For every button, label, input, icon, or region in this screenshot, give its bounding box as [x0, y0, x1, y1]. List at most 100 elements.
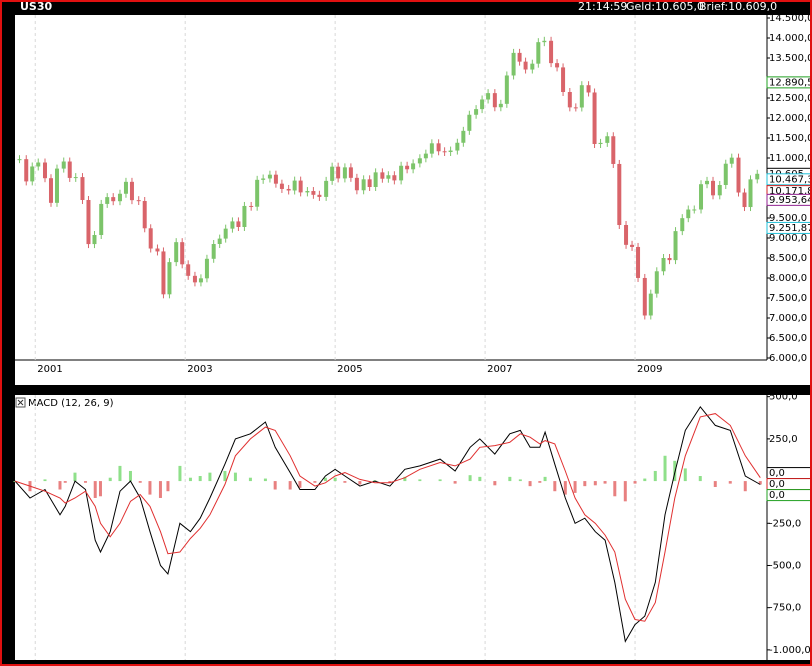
- candle: [17, 159, 22, 161]
- candle: [255, 179, 260, 207]
- candle: [592, 92, 597, 144]
- candle: [417, 158, 422, 164]
- candle: [192, 275, 197, 283]
- histogram-bar: [83, 481, 87, 483]
- candle: [467, 114, 472, 131]
- histogram-bar: [108, 477, 112, 482]
- histogram-bar: [298, 481, 302, 488]
- candle: [342, 167, 347, 179]
- candle: [129, 181, 134, 201]
- candle: [236, 221, 241, 227]
- candle: [567, 92, 572, 108]
- histogram-bar: [208, 472, 212, 482]
- candle: [705, 180, 710, 185]
- candle: [755, 173, 760, 180]
- candle: [123, 181, 128, 194]
- y-tick-label: 6.000,0: [769, 353, 807, 364]
- histogram-bar: [683, 468, 687, 482]
- candle: [630, 244, 635, 247]
- candle: [92, 235, 97, 245]
- candle: [67, 161, 72, 178]
- histogram-bar: [468, 475, 472, 482]
- candle: [399, 165, 404, 181]
- histogram-bar: [178, 465, 182, 482]
- candle: [111, 197, 116, 202]
- candle: [636, 246, 641, 278]
- histogram-bar: [643, 478, 647, 482]
- candle: [249, 205, 254, 207]
- candle: [54, 168, 59, 203]
- candle: [405, 165, 410, 170]
- bid-price: Geld:10.605,0: [626, 0, 704, 13]
- candle: [586, 85, 591, 93]
- histogram-bar: [418, 479, 422, 482]
- y-tick-label: 7.500,0: [769, 293, 807, 304]
- y-tick-label: 250,0: [769, 434, 798, 445]
- histogram-bar: [713, 481, 717, 487]
- histogram-bar: [223, 470, 227, 482]
- histogram-bar: [528, 481, 532, 487]
- y-tick-label: 12.000,0: [769, 113, 812, 124]
- x-tick-label: 2005: [337, 364, 362, 375]
- histogram-bar: [633, 481, 637, 484]
- candle: [61, 161, 66, 169]
- candle: [148, 228, 153, 249]
- candle: [105, 197, 110, 204]
- candle: [474, 109, 479, 115]
- value-marker-label: 0,0: [769, 490, 785, 501]
- candle: [80, 177, 85, 200]
- histogram-bar: [233, 472, 237, 482]
- candle: [455, 142, 460, 151]
- y-tick-label: 7.000,0: [769, 313, 807, 324]
- candle: [174, 242, 179, 263]
- candle: [136, 200, 141, 202]
- histogram-bar: [323, 477, 327, 482]
- histogram-bar: [98, 481, 102, 497]
- histogram-bar: [58, 481, 62, 490]
- candle: [298, 180, 303, 193]
- histogram-bar: [358, 481, 362, 485]
- candle: [336, 166, 341, 179]
- candle: [330, 166, 335, 181]
- candle: [692, 209, 697, 211]
- histogram-bar: [653, 470, 657, 482]
- histogram-bar: [573, 481, 577, 493]
- candle: [492, 93, 497, 108]
- candle: [204, 258, 209, 279]
- candle: [380, 172, 385, 179]
- candle: [736, 157, 741, 193]
- candle: [167, 262, 172, 295]
- value-marker-label: 10.467,3: [769, 174, 812, 185]
- histogram-bar: [118, 465, 122, 482]
- y-tick-label: 11.500,0: [769, 133, 812, 144]
- candle: [223, 228, 228, 239]
- value-marker-label: 9.953,64: [769, 195, 812, 206]
- macd-panel: [15, 395, 810, 660]
- candle: [117, 193, 122, 202]
- y-tick-label: 12.500,0: [769, 93, 812, 104]
- candle: [311, 191, 316, 195]
- histogram-bar: [543, 476, 547, 482]
- candle: [267, 174, 272, 179]
- histogram-bar: [493, 481, 497, 486]
- candle: [686, 209, 691, 219]
- histogram-bar: [158, 481, 162, 498]
- candle: [429, 143, 434, 154]
- candle: [723, 163, 728, 185]
- candle: [667, 258, 672, 261]
- candle: [324, 180, 329, 197]
- candle: [161, 251, 166, 295]
- histogram-bar: [603, 481, 607, 484]
- candle: [579, 85, 584, 108]
- histogram-bar: [343, 481, 347, 483]
- candle: [461, 130, 466, 143]
- candle: [217, 238, 222, 244]
- histogram-bar: [758, 481, 762, 485]
- histogram-bar: [743, 481, 747, 492]
- candle: [436, 143, 441, 152]
- histogram-bar: [388, 481, 392, 483]
- histogram-bar: [128, 470, 132, 482]
- y-tick-label: 500,0: [769, 392, 798, 403]
- candle: [24, 159, 29, 182]
